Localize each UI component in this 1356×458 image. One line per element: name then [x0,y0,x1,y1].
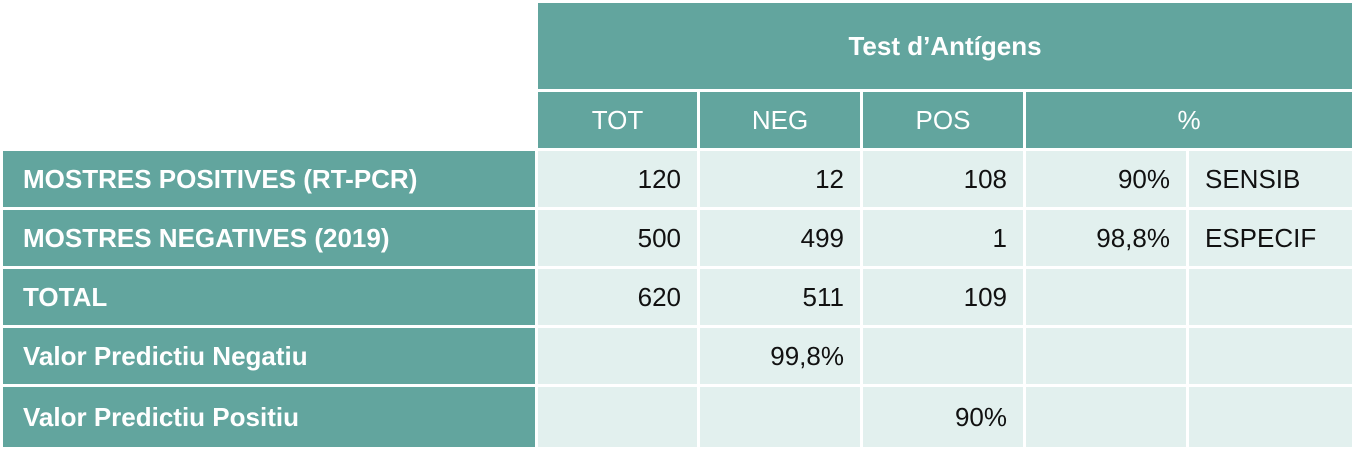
cell-neg [700,387,860,447]
cell-percent [1026,387,1186,447]
cell-percent [1026,328,1186,384]
cell-neg: 12 [700,151,860,207]
cell-percent: 98,8% [1026,210,1186,266]
cell-note [1189,387,1352,447]
cell-neg: 499 [700,210,860,266]
cell-pos: 109 [863,269,1023,325]
row-label: Valor Predictiu Positiu [3,387,535,447]
cell-neg: 99,8% [700,328,860,384]
cell-tot: 500 [538,210,697,266]
cell-note: SENSIB [1189,151,1352,207]
column-header-pos: POS [863,92,1023,148]
cell-pos [863,328,1023,384]
cell-tot: 620 [538,269,697,325]
cell-tot: 120 [538,151,697,207]
row-label: Valor Predictiu Negatiu [3,328,535,384]
cell-note: ESPECIF [1189,210,1352,266]
cell-pos: 1 [863,210,1023,266]
column-header-tot: TOT [538,92,697,148]
cell-neg: 511 [700,269,860,325]
cell-percent: 90% [1026,151,1186,207]
cell-tot [538,328,697,384]
column-header-percent: % [1026,92,1352,148]
cell-note [1189,328,1352,384]
cell-pos: 90% [863,387,1023,447]
cell-pos: 108 [863,151,1023,207]
row-label: MOSTRES POSITIVES (RT-PCR) [3,151,535,207]
cell-tot [538,387,697,447]
cell-percent [1026,269,1186,325]
column-header-neg: NEG [700,92,860,148]
row-label: TOTAL [3,269,535,325]
table-title: Test d’Antígens [538,3,1352,89]
cell-note [1189,269,1352,325]
row-label: MOSTRES NEGATIVES (2019) [3,210,535,266]
